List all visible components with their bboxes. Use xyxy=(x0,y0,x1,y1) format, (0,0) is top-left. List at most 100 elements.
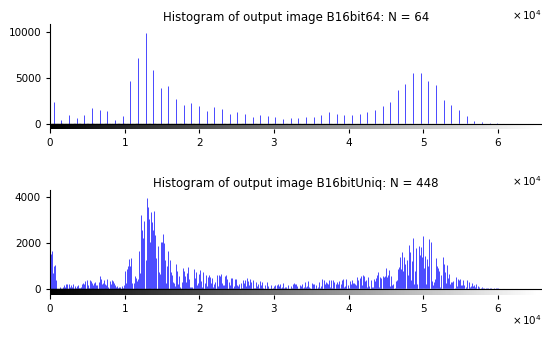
Bar xyxy=(55,289,57,295)
Bar xyxy=(388,124,389,129)
Bar xyxy=(287,124,288,129)
Bar xyxy=(451,124,453,129)
Bar xyxy=(345,289,347,295)
Bar xyxy=(422,289,424,295)
Bar xyxy=(265,289,267,295)
Bar xyxy=(118,124,120,129)
Bar xyxy=(342,124,344,129)
Bar xyxy=(207,124,208,129)
Bar xyxy=(122,289,124,295)
Bar xyxy=(384,124,386,129)
Bar xyxy=(50,289,52,295)
Bar xyxy=(231,289,233,295)
Bar xyxy=(363,124,365,129)
Bar xyxy=(175,124,177,129)
Bar xyxy=(523,124,525,129)
Bar xyxy=(295,289,296,295)
Bar xyxy=(131,289,133,295)
Bar xyxy=(502,124,503,129)
Bar xyxy=(267,289,268,295)
Bar xyxy=(249,289,251,295)
Bar xyxy=(287,289,288,295)
Bar xyxy=(402,289,404,295)
Bar xyxy=(211,124,213,129)
Bar xyxy=(175,289,177,295)
Bar xyxy=(446,124,448,129)
Bar xyxy=(500,289,502,295)
Bar xyxy=(497,289,499,295)
Bar xyxy=(507,289,508,295)
Bar xyxy=(414,289,415,295)
Bar xyxy=(241,289,243,295)
Bar xyxy=(417,289,419,295)
Bar xyxy=(123,124,125,129)
Bar xyxy=(87,289,89,295)
Bar xyxy=(82,289,84,295)
Bar xyxy=(337,124,339,129)
Bar xyxy=(451,289,453,295)
Bar xyxy=(410,124,412,129)
Bar xyxy=(199,289,200,295)
Bar xyxy=(444,289,447,295)
Bar xyxy=(508,124,510,129)
Bar xyxy=(73,289,75,295)
Bar xyxy=(515,124,516,129)
Bar xyxy=(410,289,412,295)
Bar xyxy=(213,124,215,129)
Bar xyxy=(302,289,305,295)
Bar xyxy=(530,124,531,129)
Bar xyxy=(476,289,477,295)
Bar xyxy=(107,124,109,129)
Bar xyxy=(251,289,252,295)
Bar xyxy=(329,289,331,295)
Bar xyxy=(526,289,528,295)
Bar xyxy=(133,289,135,295)
Bar xyxy=(166,124,168,129)
Bar xyxy=(388,289,389,295)
Bar xyxy=(331,124,332,129)
Bar xyxy=(407,124,409,129)
Bar xyxy=(351,289,354,295)
Bar xyxy=(104,124,106,129)
Bar xyxy=(459,124,461,129)
Bar xyxy=(135,124,136,129)
Bar xyxy=(438,289,440,295)
Bar xyxy=(492,289,494,295)
Bar xyxy=(360,124,362,129)
Bar xyxy=(378,124,379,129)
Bar xyxy=(91,289,92,295)
Bar xyxy=(92,289,94,295)
Bar xyxy=(185,289,187,295)
Bar xyxy=(208,124,210,129)
Bar xyxy=(337,289,339,295)
Bar xyxy=(252,289,254,295)
Bar xyxy=(468,124,469,129)
Bar xyxy=(521,289,523,295)
Bar xyxy=(394,289,396,295)
Bar xyxy=(114,124,116,129)
Bar xyxy=(301,124,303,129)
Bar xyxy=(109,124,111,129)
Bar xyxy=(536,289,538,295)
Bar xyxy=(336,289,337,295)
Bar xyxy=(248,124,249,129)
Bar xyxy=(493,124,496,129)
Bar xyxy=(244,124,246,129)
Bar xyxy=(169,289,171,295)
Bar xyxy=(143,289,145,295)
Bar xyxy=(87,124,89,129)
Bar xyxy=(177,124,179,129)
Bar xyxy=(228,289,229,295)
Bar xyxy=(192,124,194,129)
Bar xyxy=(314,124,316,129)
Bar xyxy=(384,289,386,295)
Bar xyxy=(187,124,189,129)
Bar xyxy=(258,124,261,129)
Bar xyxy=(122,124,124,129)
Bar xyxy=(528,289,530,295)
Bar xyxy=(379,124,381,129)
Bar xyxy=(213,289,215,295)
Bar xyxy=(120,289,122,295)
Bar xyxy=(233,124,234,129)
Bar xyxy=(370,124,371,129)
